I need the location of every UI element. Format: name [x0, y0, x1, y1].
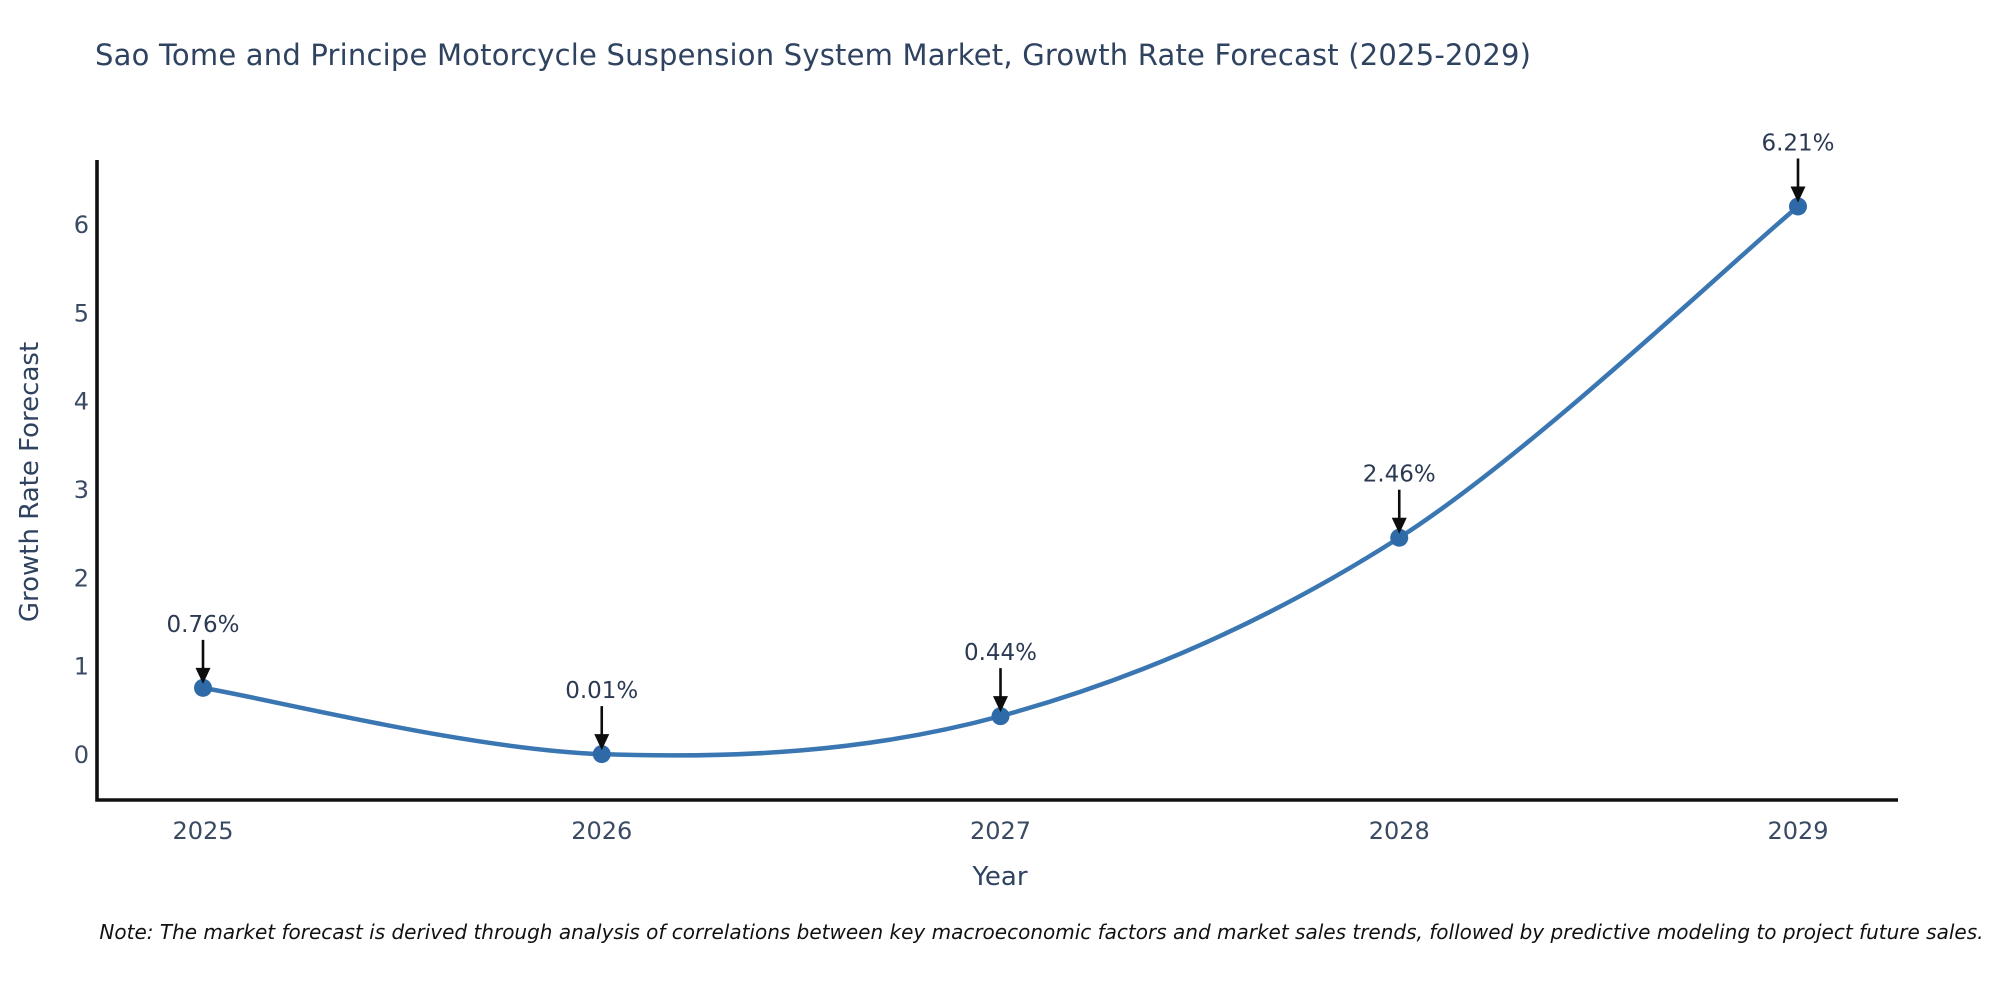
y-tick-label: 6 — [74, 211, 89, 239]
point-annotation: 0.01% — [565, 678, 638, 751]
point-value-label: 2.46% — [1363, 462, 1436, 488]
point-annotation: 2.46% — [1363, 462, 1436, 534]
x-tick-label: 2025 — [172, 817, 233, 845]
point-value-label: 6.21% — [1761, 130, 1834, 156]
y-tick-label: 1 — [74, 653, 89, 681]
annotation-arrow-head-icon — [993, 696, 1008, 713]
x-tick-label: 2027 — [970, 817, 1031, 845]
data-point-marker — [991, 707, 1010, 726]
x-tick-label: 2026 — [571, 817, 632, 845]
chart-title: Sao Tome and Principe Motorcycle Suspens… — [95, 38, 1532, 72]
point-value-label: 0.76% — [166, 612, 239, 638]
point-annotation: 6.21% — [1761, 130, 1835, 203]
point-value-label: 0.44% — [964, 640, 1037, 666]
data-point-marker — [1789, 197, 1807, 216]
point-value-label: 0.01% — [565, 678, 638, 704]
x-tick-label: 2029 — [1767, 817, 1828, 845]
data-point-marker — [1390, 528, 1409, 547]
footnote: Note: The market forecast is derived thr… — [99, 920, 1984, 944]
annotations: 0.76% 0.01% 0.44% 2.46% 6.21% — [166, 130, 1835, 751]
x-tick-label: 2028 — [1369, 817, 1430, 845]
axis-ticks: 0 1 2 3 4 5 6 2025 2026 2027 2028 2029 — [74, 211, 1829, 845]
axis-spines — [95, 160, 1898, 802]
y-tick-label: 2 — [74, 564, 89, 592]
x-axis-title: Year — [972, 862, 1028, 892]
annotation-arrow-head-icon — [594, 734, 610, 751]
annotation-arrow-head-icon — [1790, 186, 1806, 203]
data-point-marker — [194, 678, 212, 697]
data-point-marker — [592, 745, 611, 764]
y-axis-title: Growth Rate Forecast — [15, 341, 45, 623]
point-annotation: 0.44% — [964, 640, 1037, 713]
y-tick-label: 5 — [74, 299, 89, 327]
y-tick-label: 4 — [74, 388, 89, 416]
annotation-arrow-head-icon — [1391, 517, 1407, 534]
line-series — [194, 197, 1807, 764]
point-annotation: 0.76% — [166, 612, 240, 684]
y-tick-label: 3 — [74, 476, 89, 504]
axes — [95, 160, 1898, 802]
y-tick-label: 0 — [74, 741, 89, 769]
annotation-arrow-head-icon — [195, 667, 211, 684]
